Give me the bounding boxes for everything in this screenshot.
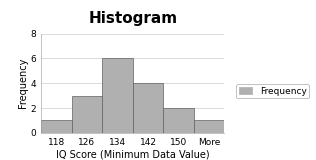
Bar bbox=[163, 108, 194, 133]
Bar bbox=[72, 96, 102, 133]
Bar bbox=[133, 83, 163, 133]
Y-axis label: Frequency: Frequency bbox=[18, 58, 28, 108]
Text: Histogram: Histogram bbox=[88, 11, 177, 26]
Bar bbox=[41, 120, 72, 133]
Legend: Frequency: Frequency bbox=[236, 84, 309, 98]
Bar bbox=[102, 58, 133, 133]
Bar bbox=[194, 120, 224, 133]
X-axis label: IQ Score (Minimum Data Value): IQ Score (Minimum Data Value) bbox=[56, 149, 210, 159]
